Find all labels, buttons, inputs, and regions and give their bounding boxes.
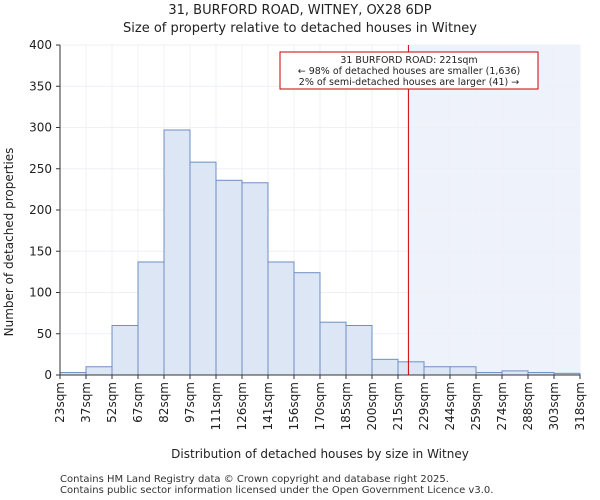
bar (241, 182, 269, 376)
y-tick-label: 300 (29, 121, 52, 135)
x-tick-label: 244sqm (443, 382, 457, 430)
attribution-line-2: Contains public sector information licen… (60, 485, 494, 496)
chart-subtitle: Size of property relative to detached ho… (123, 21, 477, 36)
bar (319, 321, 347, 376)
y-tick-label: 250 (29, 162, 52, 176)
x-tick-label: 288sqm (521, 382, 535, 430)
x-tick-label: 229sqm (417, 382, 431, 430)
annotation-line: 31 BURFORD ROAD: 221sqm (340, 55, 477, 66)
annotation-line: ← 98% of detached houses are smaller (1,… (298, 66, 521, 77)
y-tick-label: 200 (29, 203, 52, 217)
attribution-line-1: Contains HM Land Registry data © Crown c… (60, 474, 449, 485)
bar (111, 325, 139, 376)
chart-title-block: 31, BURFORD ROAD, WITNEY, OX28 6DP Size … (0, 2, 600, 38)
x-tick-label: 318sqm (573, 382, 587, 430)
bar (371, 358, 399, 376)
x-tick-label: 185sqm (339, 382, 353, 430)
x-tick-label: 52sqm (105, 382, 119, 423)
bar (267, 261, 295, 376)
x-tick-label: 200sqm (365, 382, 379, 430)
x-tick-label: 274sqm (495, 382, 509, 430)
x-tick-label: 170sqm (313, 382, 327, 430)
annotation-line: 2% of semi-detached houses are larger (4… (299, 77, 519, 88)
x-tick-label: 126sqm (235, 382, 249, 430)
y-tick-label: 350 (29, 79, 52, 93)
bar (423, 366, 451, 376)
x-tick-label: 215sqm (391, 382, 405, 430)
chart-title: 31, BURFORD ROAD, WITNEY, OX28 6DP (168, 3, 432, 18)
x-tick-label: 82sqm (157, 382, 171, 423)
x-tick-label: 156sqm (287, 382, 301, 430)
annotation-box (279, 51, 539, 90)
x-tick-label: 141sqm (261, 382, 275, 430)
y-tick-label: 100 (29, 286, 52, 300)
bar (189, 161, 217, 376)
x-tick-label: 23sqm (53, 382, 67, 423)
x-tick-label: 37sqm (79, 382, 93, 423)
y-tick-label: 400 (29, 38, 52, 52)
x-tick-label: 259sqm (469, 382, 483, 430)
bar (501, 370, 529, 376)
y-tick-label: 50 (37, 327, 52, 341)
y-axis-label: Number of detached properties (2, 148, 16, 337)
bar (215, 179, 243, 376)
x-axis-label: Distribution of detached houses by size … (171, 447, 469, 461)
x-tick-label: 97sqm (183, 382, 197, 423)
bar (163, 129, 191, 376)
x-tick-label: 111sqm (209, 382, 223, 430)
bar (397, 361, 425, 376)
x-tick-label: 67sqm (131, 382, 145, 423)
bar (137, 261, 165, 376)
y-tick-label: 150 (29, 244, 52, 258)
bar (345, 325, 373, 376)
x-tick-label: 303sqm (547, 382, 561, 430)
bar (293, 272, 321, 376)
bar (85, 366, 113, 376)
y-tick-label: 0 (44, 368, 52, 382)
bar (449, 366, 477, 376)
